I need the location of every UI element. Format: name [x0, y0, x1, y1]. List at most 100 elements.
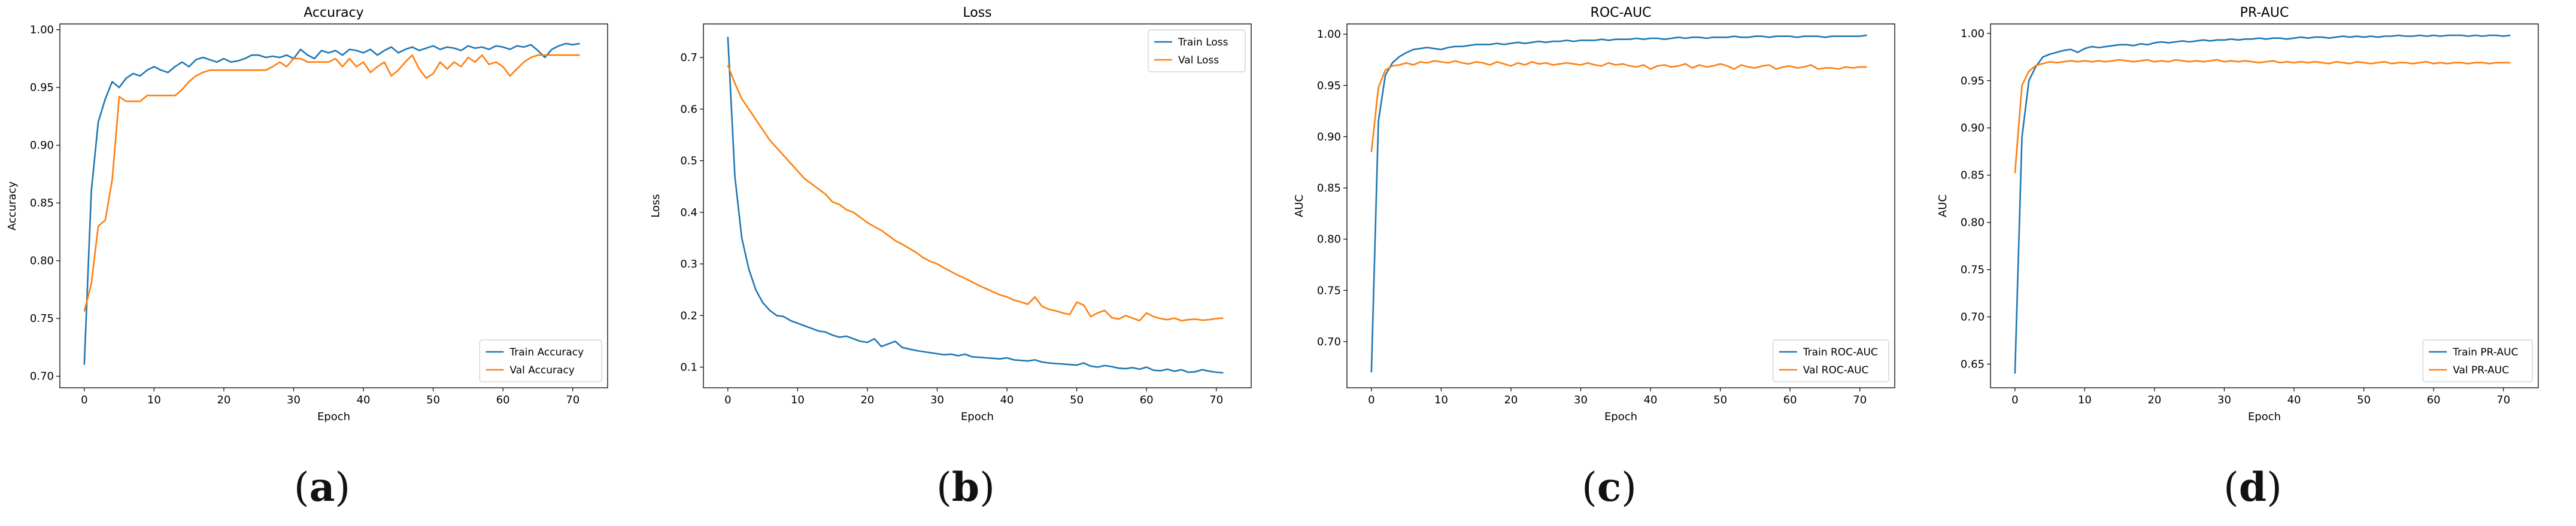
- pr-auc-chart: PR-AUC 0 10 20 30 40 50 60 70 0.65 0.70 0.75 0.80 0.8…: [1937, 5, 2539, 423]
- series-line-train: [2014, 34, 2511, 374]
- series-line-val: [2014, 59, 2511, 174]
- y-tick-label: 0.90: [1961, 122, 1985, 135]
- y-axis-label: Loss: [650, 194, 662, 217]
- x-tick-label: 50: [1713, 394, 1727, 406]
- y-tick-label: 0.85: [30, 197, 54, 209]
- x-tick-label: 10: [147, 394, 161, 406]
- y-tick-label: 0.6: [680, 103, 697, 115]
- y-tick-label: 0.85: [1961, 169, 1985, 182]
- x-tick-label: 40: [1000, 394, 1014, 406]
- x-tick-label: 20: [2147, 394, 2161, 406]
- y-tick-label: 0.75: [30, 312, 54, 325]
- x-tick-label: 20: [1504, 394, 1518, 406]
- series-line-val: [83, 54, 580, 312]
- loss-chart: Loss 0 10 20 30 40 50 60 70 0.1 0.2 0.3 0.4 0.5 0.6 0.7…: [650, 5, 1252, 423]
- y-tick-label: 0.80: [1961, 217, 1985, 229]
- y-tick-label: 0.95: [30, 81, 54, 94]
- y-tick-label: 1.00: [1317, 28, 1341, 41]
- legend-label: Val Accuracy: [509, 364, 574, 376]
- series-line-train: [1370, 34, 1867, 373]
- x-tick-label: 70: [1209, 394, 1223, 406]
- x-tick-label: 50: [426, 394, 440, 406]
- caption-letter: a: [309, 464, 335, 510]
- plot-frame: [703, 23, 1252, 388]
- y-tick-label: 1.00: [1961, 28, 1985, 40]
- roc-auc-chart-panel: ROC-AUC 0 10 20 30 40 50 60 70 0.70 0.75 0.80 0.85 0.…: [1287, 0, 1931, 526]
- series-line-train: [727, 37, 1224, 374]
- x-tick-label: 70: [1853, 394, 1867, 406]
- caption-b: (b): [936, 464, 995, 510]
- x-axis-label: Epoch: [2248, 411, 2281, 423]
- chart-title: ROC-AUC: [1591, 5, 1652, 20]
- x-tick-label: 10: [791, 394, 805, 406]
- y-tick-label: 0.80: [1317, 233, 1341, 246]
- legend-box: [1148, 29, 1246, 72]
- x-tick-label: 30: [1574, 394, 1588, 406]
- y-tick-label: 0.75: [1961, 264, 1985, 276]
- x-tick-label: 0: [1368, 394, 1375, 406]
- caption-letter: c: [1597, 464, 1622, 510]
- y-tick-label: 0.75: [1317, 284, 1341, 297]
- x-tick-label: 60: [496, 394, 510, 406]
- chart-title: Accuracy: [304, 5, 363, 20]
- legend: Train Accuracy Val Accuracy: [479, 339, 602, 382]
- y-tick-label: 0.1: [680, 361, 697, 374]
- legend-label: Train PR-AUC: [2452, 346, 2518, 358]
- chart-title: PR-AUC: [2240, 5, 2289, 20]
- x-tick-label: 30: [287, 394, 301, 406]
- legend: Train Loss Val Loss: [1148, 29, 1246, 72]
- caption-c: (c): [1582, 464, 1637, 510]
- legend-label: Train Accuracy: [509, 346, 584, 358]
- legend-label: Val ROC-AUC: [1803, 364, 1869, 376]
- caption-letter: d: [2238, 464, 2267, 510]
- caption-a: (a): [293, 464, 351, 510]
- x-tick-label: 60: [2427, 394, 2441, 406]
- x-tick-label: 50: [1070, 394, 1084, 406]
- x-axis-label: Epoch: [961, 411, 994, 423]
- y-tick-label: 0.85: [1317, 182, 1341, 194]
- series-line-val: [727, 65, 1224, 322]
- accuracy-chart-panel: Accuracy 0 10 20 30 40 50 60 70 0.70 0.75 0.80 0.85 0…: [0, 0, 644, 526]
- legend: Train ROC-AUC Val ROC-AUC: [1773, 339, 1889, 382]
- chart-title: Loss: [963, 5, 991, 20]
- legend-label: Val PR-AUC: [2453, 364, 2509, 376]
- legend-box: [479, 339, 602, 382]
- y-tick-label: 0.4: [680, 206, 697, 219]
- y-tick-label: 1.00: [30, 24, 54, 37]
- accuracy-chart: Accuracy 0 10 20 30 40 50 60 70 0.70 0.75 0.80 0.85 0…: [6, 5, 608, 423]
- x-tick-label: 60: [1783, 394, 1797, 406]
- y-tick-label: 0.3: [680, 258, 697, 270]
- pr-auc-chart-panel: PR-AUC 0 10 20 30 40 50 60 70 0.65 0.70 0.75 0.80 0.8…: [1931, 0, 2574, 526]
- x-tick-label: 60: [1140, 394, 1154, 406]
- y-tick-label: 0.2: [680, 309, 697, 322]
- y-tick-label: 0.90: [30, 139, 54, 152]
- plot-frame: [1346, 23, 1895, 388]
- series-line-train: [83, 42, 580, 365]
- legend-label: Val Loss: [1178, 54, 1219, 66]
- caption-letter: b: [951, 464, 980, 510]
- legend-box: [1773, 339, 1889, 382]
- roc-auc-chart: ROC-AUC 0 10 20 30 40 50 60 70 0.70 0.75 0.80 0.85 0.…: [1293, 5, 1895, 423]
- x-tick-label: 70: [2496, 394, 2510, 406]
- y-axis-label: AUC: [1937, 194, 1949, 217]
- x-tick-label: 40: [357, 394, 371, 406]
- x-tick-label: 0: [2011, 394, 2018, 406]
- x-tick-label: 70: [566, 394, 579, 406]
- x-tick-label: 30: [930, 394, 944, 406]
- legend: Train PR-AUC Val PR-AUC: [2422, 339, 2533, 382]
- x-tick-label: 10: [2078, 394, 2092, 406]
- x-tick-label: 40: [1644, 394, 1658, 406]
- x-tick-label: 10: [1434, 394, 1448, 406]
- legend-label: Train Loss: [1178, 37, 1228, 48]
- legend-box: [2422, 339, 2533, 382]
- y-tick-label: 0.95: [1317, 80, 1341, 92]
- x-axis-label: Epoch: [1604, 411, 1637, 423]
- series-line-val: [1370, 60, 1867, 153]
- legend-label: Train ROC-AUC: [1803, 346, 1878, 358]
- x-tick-label: 50: [2357, 394, 2371, 406]
- x-tick-label: 30: [2217, 394, 2231, 406]
- x-tick-label: 20: [217, 394, 230, 406]
- x-axis-label: Epoch: [317, 411, 350, 423]
- x-tick-label: 0: [81, 394, 87, 406]
